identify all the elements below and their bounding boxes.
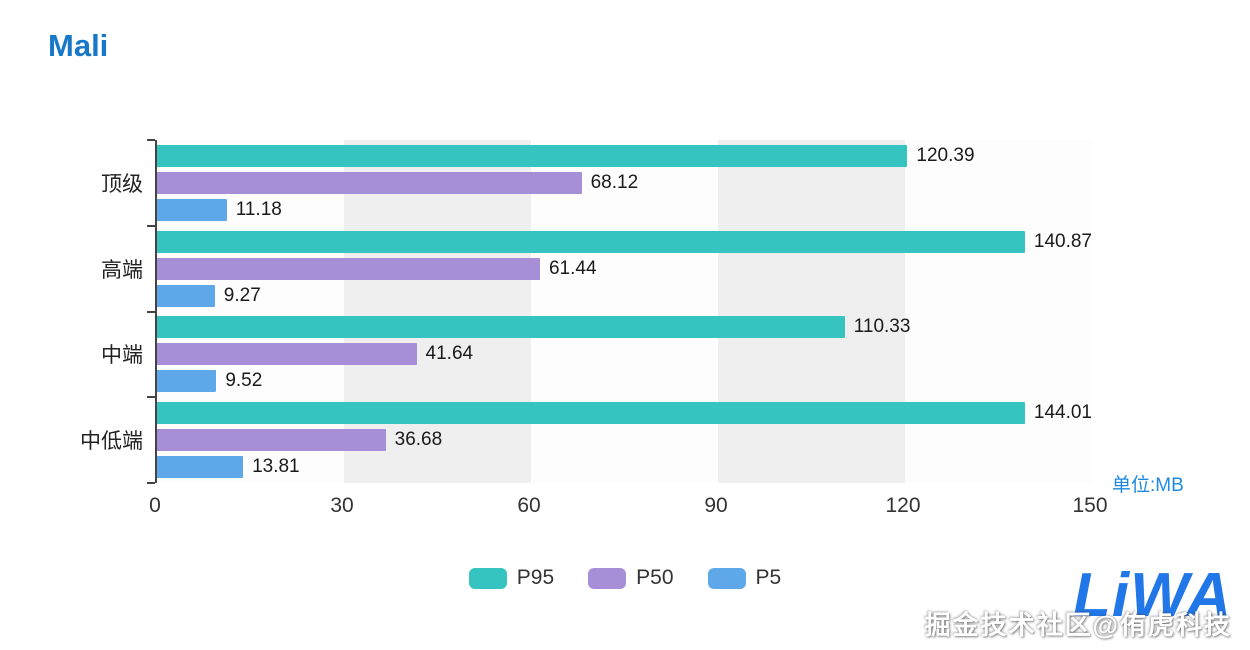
bar-p95[interactable] <box>157 402 1025 425</box>
bar-row: 110.33 <box>157 316 1092 339</box>
legend-label: P5 <box>755 566 782 589</box>
y-axis-tick <box>147 224 155 227</box>
bar-p50[interactable] <box>157 429 386 452</box>
x-tick-label: 60 <box>517 494 541 517</box>
legend-swatch-icon <box>707 567 746 589</box>
x-tick-label: 150 <box>1072 494 1108 517</box>
category-label: 中端 <box>101 344 143 368</box>
bar-value-label: 110.33 <box>853 316 911 338</box>
bar-p5[interactable] <box>157 456 244 479</box>
y-axis-tick <box>147 310 155 313</box>
bar-group: 144.01 36.68 13.81 <box>157 397 1092 483</box>
bar-p50[interactable] <box>157 257 540 280</box>
bar-value-label: 13.81 <box>252 456 300 478</box>
bar-row: 120.39 <box>157 144 1092 167</box>
x-tick-label: 90 <box>704 494 728 517</box>
x-tick-label: 120 <box>885 494 921 517</box>
x-tick-label: 30 <box>330 494 354 517</box>
bar-value-label: 61.44 <box>548 257 597 279</box>
bar-row: 68.12 <box>157 171 1092 194</box>
bar-value-label: 120.39 <box>916 144 975 166</box>
y-axis-tick <box>147 482 155 484</box>
chart-title: Mali <box>48 28 109 63</box>
legend-item-p95[interactable]: P95 <box>468 566 555 590</box>
legend-label: P50 <box>636 566 674 589</box>
bar-row: 61.44 <box>157 257 1092 280</box>
bar-row: 9.52 <box>157 370 1092 393</box>
bar-row: 36.68 <box>157 429 1092 452</box>
grid-band <box>718 140 905 483</box>
bar-row: 13.81 <box>157 456 1092 479</box>
x-tick-label: 0 <box>149 494 161 517</box>
y-axis: 顶级高端中端中低端 <box>0 140 143 483</box>
bar-value-label: 9.52 <box>225 370 263 392</box>
bar-p50[interactable] <box>157 343 417 366</box>
bar-value-label: 140.87 <box>1033 230 1092 252</box>
bar-value-label: 9.27 <box>223 284 261 306</box>
grid-band <box>905 140 1092 483</box>
bar-p5[interactable] <box>157 198 227 221</box>
bar-group: 110.33 41.64 9.52 <box>157 312 1092 398</box>
bar-row: 11.18 <box>157 198 1092 221</box>
bar-value-label: 41.64 <box>425 343 474 365</box>
y-axis-tick <box>147 396 155 399</box>
legend: P95 P50 P5 <box>0 566 1250 590</box>
bar-row: 9.27 <box>157 284 1092 307</box>
y-axis-tick <box>147 139 155 141</box>
category-label: 中低端 <box>80 430 143 454</box>
bar-group: 140.87 61.44 9.27 <box>157 226 1092 312</box>
bar-value-label: 68.12 <box>590 171 639 193</box>
bar-p95[interactable] <box>157 144 908 167</box>
bar-p50[interactable] <box>157 171 582 194</box>
bar-row: 41.64 <box>157 343 1092 366</box>
legend-item-p5[interactable]: P5 <box>707 566 782 590</box>
bar-row: 140.87 <box>157 230 1092 253</box>
bar-row: 144.01 <box>157 402 1092 425</box>
unit-label: 单位:MB <box>1112 475 1184 496</box>
bar-p95[interactable] <box>157 316 845 339</box>
legend-swatch-icon <box>588 567 627 589</box>
category-label: 顶级 <box>101 172 143 196</box>
bar-value-label: 11.18 <box>235 198 282 220</box>
bar-group: 120.39 68.12 11.18 <box>157 140 1092 226</box>
category-label: 高端 <box>101 258 143 282</box>
bar-value-label: 144.01 <box>1033 402 1092 424</box>
legend-swatch-icon <box>468 567 507 589</box>
grid-band <box>344 140 531 483</box>
bar-p5[interactable] <box>157 370 217 393</box>
plot-area: 120.39 68.12 11.18 140.87 61.44 9.27 110.33 41.… <box>147 139 1092 484</box>
bar-p5[interactable] <box>157 284 215 307</box>
bar-value-label: 36.68 <box>394 429 443 451</box>
bar-p95[interactable] <box>157 230 1025 253</box>
x-axis: 0 30 60 90 120 150 <box>149 494 1107 524</box>
legend-item-p50[interactable]: P50 <box>588 566 674 590</box>
legend-label: P95 <box>516 566 555 589</box>
watermark-text: 掘金技术社区@侑虎科技 <box>924 610 1232 640</box>
grid-band <box>157 140 344 483</box>
grid-band <box>531 140 718 483</box>
